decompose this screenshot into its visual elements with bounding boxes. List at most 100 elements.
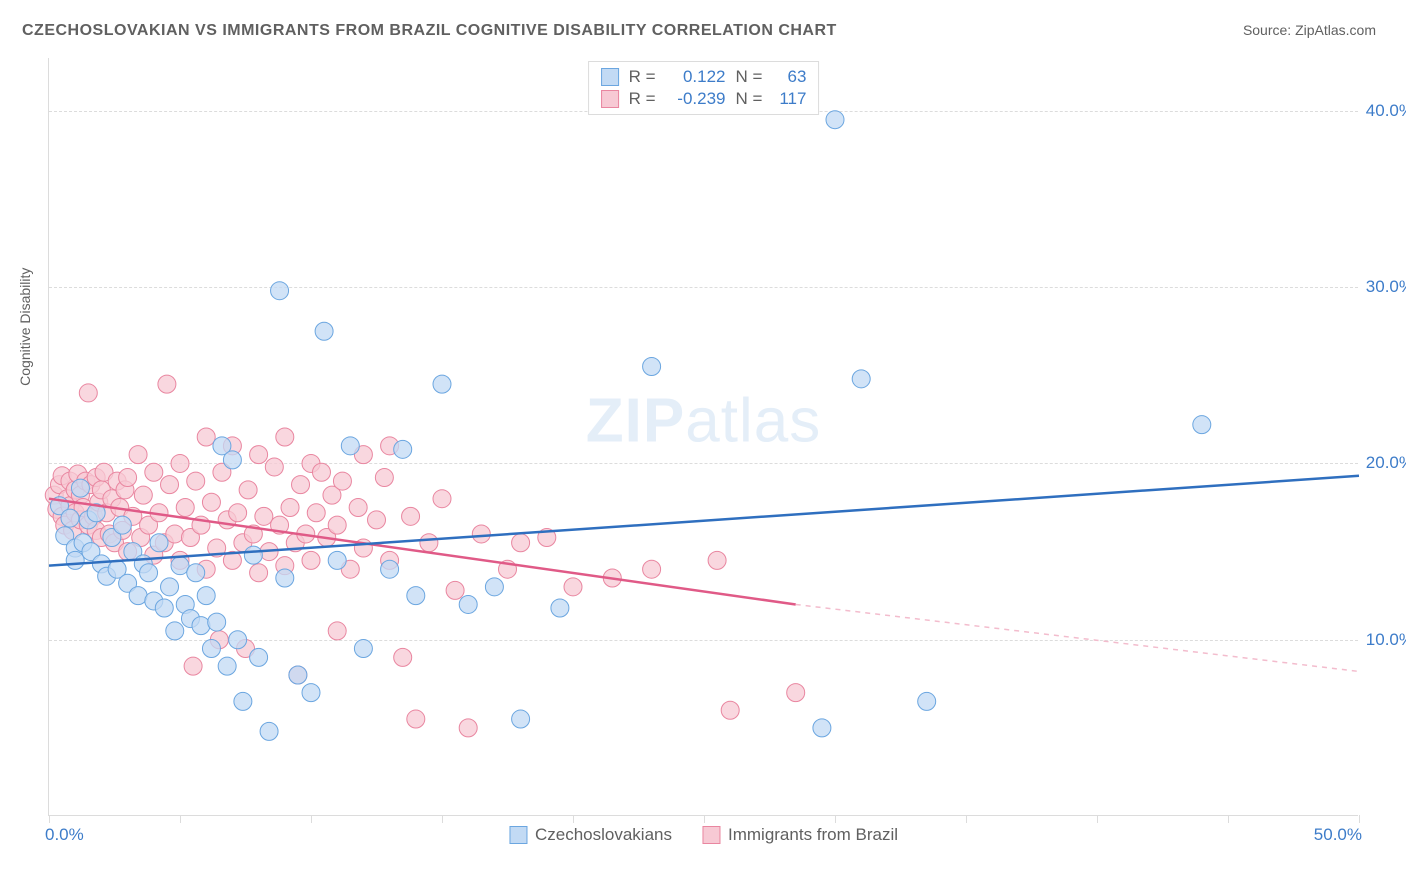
data-point bbox=[271, 282, 289, 300]
data-point bbox=[381, 560, 399, 578]
data-point bbox=[512, 710, 530, 728]
data-point bbox=[354, 640, 372, 658]
data-point bbox=[250, 564, 268, 582]
data-point bbox=[161, 578, 179, 596]
data-point bbox=[349, 499, 367, 517]
y-tick-label: 30.0% bbox=[1366, 277, 1406, 297]
data-point bbox=[564, 578, 582, 596]
data-point bbox=[202, 640, 220, 658]
data-point bbox=[158, 375, 176, 393]
data-point bbox=[375, 469, 393, 487]
data-point bbox=[459, 595, 477, 613]
y-tick-label: 10.0% bbox=[1366, 630, 1406, 650]
data-point bbox=[433, 490, 451, 508]
data-point bbox=[302, 684, 320, 702]
plot-svg bbox=[49, 58, 1358, 815]
legend-r-label: R = bbox=[629, 67, 656, 87]
data-point bbox=[328, 551, 346, 569]
data-point bbox=[229, 631, 247, 649]
data-point bbox=[289, 666, 307, 684]
data-point bbox=[166, 622, 184, 640]
x-axis-label-min: 0.0% bbox=[45, 825, 84, 845]
x-tick bbox=[49, 815, 50, 823]
data-point bbox=[312, 463, 330, 481]
data-point bbox=[265, 458, 283, 476]
data-point bbox=[394, 440, 412, 458]
data-point bbox=[407, 710, 425, 728]
y-axis-title: Cognitive Disability bbox=[17, 267, 33, 385]
data-point bbox=[328, 622, 346, 640]
data-point bbox=[166, 525, 184, 543]
data-point bbox=[281, 499, 299, 517]
data-point bbox=[255, 507, 273, 525]
x-tick bbox=[1097, 815, 1098, 823]
data-point bbox=[218, 657, 236, 675]
data-point bbox=[1193, 416, 1211, 434]
data-point bbox=[145, 463, 163, 481]
legend-r-value-0: 0.122 bbox=[666, 67, 726, 87]
data-point bbox=[918, 692, 936, 710]
legend-series: Czechoslovakians Immigrants from Brazil bbox=[509, 825, 898, 845]
data-point bbox=[234, 692, 252, 710]
data-point bbox=[307, 504, 325, 522]
data-point bbox=[79, 384, 97, 402]
legend-item-0: Czechoslovakians bbox=[509, 825, 672, 845]
legend-r-value-1: -0.239 bbox=[666, 89, 726, 109]
data-point bbox=[721, 701, 739, 719]
x-tick bbox=[704, 815, 705, 823]
data-point bbox=[708, 551, 726, 569]
data-point bbox=[150, 534, 168, 552]
legend-n-label: N = bbox=[736, 67, 763, 87]
legend-stats-row-0: R = 0.122 N = 63 bbox=[601, 66, 807, 88]
data-point bbox=[250, 648, 268, 666]
data-point bbox=[250, 446, 268, 464]
data-point bbox=[129, 446, 147, 464]
legend-swatch-series-1 bbox=[702, 826, 720, 844]
data-point bbox=[433, 375, 451, 393]
legend-n-value-0: 63 bbox=[772, 67, 806, 87]
x-tick bbox=[180, 815, 181, 823]
trend-line-1-ext bbox=[796, 604, 1359, 671]
data-point bbox=[119, 469, 137, 487]
data-point bbox=[208, 613, 226, 631]
x-tick bbox=[311, 815, 312, 823]
data-point bbox=[402, 507, 420, 525]
legend-swatch-1 bbox=[601, 90, 619, 108]
data-point bbox=[244, 546, 262, 564]
legend-stats: R = 0.122 N = 63 R = -0.239 N = 117 bbox=[588, 61, 820, 115]
data-point bbox=[813, 719, 831, 737]
x-axis-label-max: 50.0% bbox=[1314, 825, 1362, 845]
data-point bbox=[341, 437, 359, 455]
data-point bbox=[260, 722, 278, 740]
data-point bbox=[407, 587, 425, 605]
data-point bbox=[202, 493, 220, 511]
x-tick bbox=[966, 815, 967, 823]
y-tick-label: 40.0% bbox=[1366, 101, 1406, 121]
data-point bbox=[239, 481, 257, 499]
data-point bbox=[229, 504, 247, 522]
data-point bbox=[328, 516, 346, 534]
legend-n-value-1: 117 bbox=[772, 89, 806, 109]
data-point bbox=[826, 111, 844, 129]
chart-title: CZECHOSLOVAKIAN VS IMMIGRANTS FROM BRAZI… bbox=[22, 22, 837, 40]
data-point bbox=[276, 569, 294, 587]
data-point bbox=[302, 551, 320, 569]
data-point bbox=[551, 599, 569, 617]
data-point bbox=[368, 511, 386, 529]
data-point bbox=[292, 476, 310, 494]
legend-swatch-0 bbox=[601, 68, 619, 86]
data-point bbox=[420, 534, 438, 552]
x-tick bbox=[1359, 815, 1360, 823]
source-label: Source: ZipAtlas.com bbox=[1243, 22, 1376, 38]
data-point bbox=[171, 454, 189, 472]
data-point bbox=[643, 560, 661, 578]
legend-stats-row-1: R = -0.239 N = 117 bbox=[601, 88, 807, 110]
x-tick bbox=[442, 815, 443, 823]
data-point bbox=[197, 587, 215, 605]
data-point bbox=[333, 472, 351, 490]
x-tick bbox=[573, 815, 574, 823]
data-point bbox=[187, 472, 205, 490]
data-point bbox=[787, 684, 805, 702]
data-point bbox=[187, 564, 205, 582]
data-point bbox=[155, 599, 173, 617]
